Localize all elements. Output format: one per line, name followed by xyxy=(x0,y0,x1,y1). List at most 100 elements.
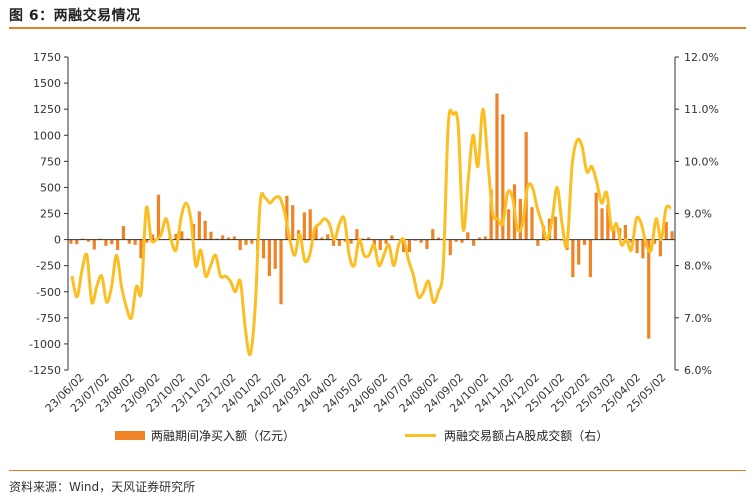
bar xyxy=(302,212,306,240)
bar xyxy=(186,238,190,240)
figure-title: 图 6：两融交易情况 xyxy=(9,8,141,24)
bar xyxy=(448,239,452,256)
bar xyxy=(600,208,604,240)
bar xyxy=(273,239,277,269)
y-left-tick-label: 1000 xyxy=(33,129,61,142)
chart: 1750 1500 1250 1000 750 500 250 0 -250 -500 -750 -1… xyxy=(29,51,719,443)
y-left-tick-label: -1250 xyxy=(29,364,61,377)
bar xyxy=(670,231,674,240)
bar xyxy=(431,229,435,240)
bar xyxy=(466,232,470,240)
bar xyxy=(635,239,639,254)
bar xyxy=(238,239,242,251)
bar xyxy=(279,239,283,305)
bar xyxy=(652,239,657,244)
y-right-tick-label: 11.0% xyxy=(684,103,719,116)
bar xyxy=(419,239,423,243)
x-ticks: 23/06/0223/07/0223/08/0223/09/0223/10/02… xyxy=(43,371,669,415)
y-left-tick-label: -750 xyxy=(36,312,61,325)
y-left-tick-label: 1250 xyxy=(33,103,61,116)
bar xyxy=(402,239,406,253)
bar xyxy=(203,220,207,240)
bar xyxy=(577,239,581,265)
bar xyxy=(588,239,592,278)
bar xyxy=(407,239,412,253)
bar xyxy=(145,239,149,243)
y-left-tick-label: 1500 xyxy=(33,77,61,90)
bar xyxy=(460,239,464,243)
bar xyxy=(326,234,330,240)
bar xyxy=(413,239,417,241)
bar xyxy=(664,221,668,240)
bar xyxy=(156,194,161,240)
y-left-tick-label: -500 xyxy=(36,286,61,299)
bar xyxy=(121,226,126,240)
bar xyxy=(151,234,155,240)
bar xyxy=(110,239,114,245)
bar xyxy=(244,239,248,245)
bar xyxy=(507,209,511,240)
bar xyxy=(139,239,143,259)
bar xyxy=(536,239,540,246)
bar xyxy=(629,239,633,243)
bar xyxy=(226,237,231,240)
bar xyxy=(221,235,225,240)
y-right-tick-label: 12.0% xyxy=(684,51,719,64)
bar xyxy=(658,239,663,257)
bar xyxy=(92,239,96,250)
bar xyxy=(174,233,178,240)
bar xyxy=(361,238,365,240)
bar xyxy=(366,237,371,240)
bar xyxy=(331,239,336,246)
bar xyxy=(477,237,482,240)
bar xyxy=(232,236,236,240)
bar xyxy=(308,209,312,240)
y-left-tick-label: 0 xyxy=(54,234,61,247)
y-right-ticks: 12.0% 11.0% 10.0% 9.0% 8.0% 7.0% 6.0% xyxy=(675,51,719,377)
y-right-tick-label: 7.0% xyxy=(684,312,712,325)
bar xyxy=(606,205,610,240)
bar xyxy=(267,239,271,277)
bar xyxy=(320,237,324,240)
bar xyxy=(594,192,598,240)
y-left-tick-label: 250 xyxy=(40,208,61,221)
legend-swatch-bar xyxy=(115,431,145,440)
bar xyxy=(209,231,213,240)
bar xyxy=(133,239,137,245)
y-right-tick-label: 9.0% xyxy=(684,208,712,221)
y-right-tick-label: 10.0% xyxy=(684,155,719,168)
bar xyxy=(104,239,108,246)
y-left-ticks: 1750 1500 1250 1000 750 500 250 0 -250 -500 -750 -1… xyxy=(29,51,68,377)
bar xyxy=(384,239,388,244)
bar xyxy=(75,239,79,245)
y-right-tick-label: 8.0% xyxy=(684,260,712,273)
bar xyxy=(483,236,487,240)
bar xyxy=(86,239,91,242)
bar xyxy=(571,239,575,278)
bar xyxy=(647,239,651,339)
bar xyxy=(489,189,493,240)
bar xyxy=(98,238,102,240)
bar xyxy=(623,224,627,240)
top-rule xyxy=(9,27,746,29)
bar xyxy=(641,239,645,259)
bar xyxy=(250,239,254,244)
line-path xyxy=(70,107,672,357)
bar xyxy=(454,239,458,242)
bar xyxy=(378,239,382,251)
bar xyxy=(337,239,341,246)
bar xyxy=(612,227,616,240)
bar xyxy=(472,239,476,246)
legend-label-line: 两融交易额占A股成交额（右） xyxy=(444,428,608,443)
bar xyxy=(215,238,219,240)
y-right-tick-label: 6.0% xyxy=(684,364,712,377)
bar xyxy=(524,132,528,240)
bar xyxy=(425,239,429,249)
bar xyxy=(553,216,557,240)
bar xyxy=(180,231,184,240)
bar xyxy=(291,205,295,240)
bar xyxy=(355,229,359,240)
bar xyxy=(116,239,120,251)
bar xyxy=(69,239,73,244)
bottom-rule xyxy=(9,470,746,471)
